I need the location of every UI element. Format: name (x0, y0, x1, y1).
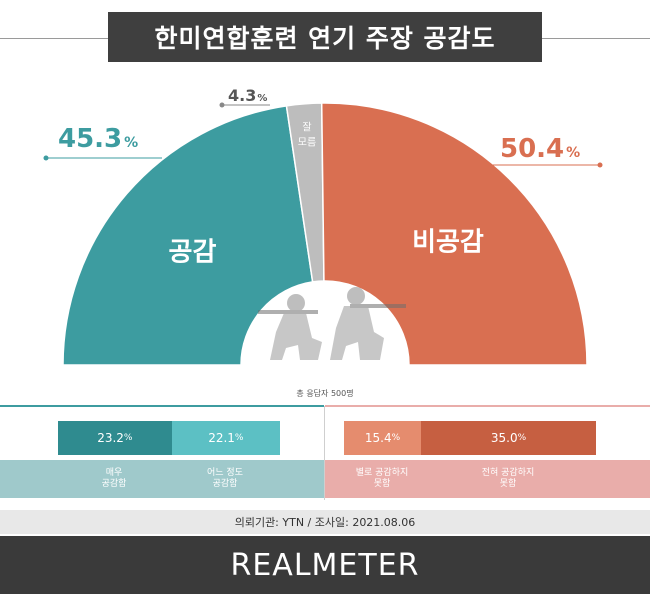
segment-label-unsure: 잘 (302, 122, 311, 134)
value-label-agree-unit: % (124, 135, 138, 151)
soldiers-illustration (258, 287, 406, 360)
segment-label-unsure: 모름 (298, 137, 316, 149)
brand-logo-text: REALMETER (230, 547, 420, 583)
chart-title: 한미연합훈련 연기 주장 공감도 (108, 12, 542, 62)
value-label-agree: 45.3% (58, 124, 138, 154)
agree-breakdown-bar: 23.2% 22.1% (58, 421, 280, 455)
value-label-disagree: 50.4% (500, 134, 580, 164)
vertical-divider (324, 406, 325, 500)
value-label-disagree-dot (597, 162, 603, 168)
soldier-right-body (330, 306, 384, 360)
band-label-agree-some: 어느 정도 공감함 (207, 468, 243, 489)
disagree-label-band: 별로 공감하지 못함 전혀 공감하지 못함 (325, 460, 650, 498)
gauge-segment-agree (62, 104, 314, 366)
soldier-right-rifle (350, 304, 406, 308)
gauge-segment-disagree (320, 102, 588, 366)
disagree-bar-segment-2: 35.0% (421, 421, 596, 455)
agree-bar-value-1: 23.2 (97, 431, 124, 445)
value-label-disagree-unit: % (566, 145, 580, 161)
band-spacer (0, 460, 58, 498)
agree-label-band: 매우 공감함 어느 정도 공감함 (0, 460, 324, 498)
band-label-agree-strong: 매우 공감함 (101, 468, 127, 489)
disagree-breakdown-bar: 15.4% 35.0% (344, 421, 596, 455)
disagree-separator (325, 405, 650, 407)
agree-separator (0, 405, 324, 407)
disagree-bar-value-1: 15.4 (364, 431, 392, 445)
disagree-bar-unit-2: % (517, 433, 527, 443)
agree-bar-unit-1: % (123, 433, 133, 443)
band-label-disagree-strong: 전혀 공감하지 못함 (481, 468, 535, 489)
value-label-unsure: 4.3% (228, 86, 267, 105)
source-footer: 의뢰기관: YTN / 조사일: 2021.08.06 (0, 510, 650, 534)
agree-bar-unit-2: % (234, 433, 244, 443)
chart-title-text: 한미연합훈련 연기 주장 공감도 (154, 24, 496, 53)
disagree-bar-segment-1: 15.4% (344, 421, 421, 455)
gauge-chart: 공감 비공감 잘모름 45.3% 50.4 % 4.3% (43, 86, 603, 366)
value-label-unsure-unit: % (257, 93, 267, 104)
agree-bar-segment-2: 22.1% (171, 421, 280, 455)
soldier-left-head (287, 294, 305, 312)
disagree-bar-unit-1: % (391, 433, 401, 443)
brand-footer: REALMETER (0, 536, 650, 594)
value-label-agree-dot (43, 155, 49, 161)
soldier-left-body (270, 313, 322, 360)
soldier-right-head (347, 287, 365, 305)
soldier-left-rifle (258, 310, 318, 314)
source-text: 의뢰기관: YTN / 조사일: 2021.08.06 (234, 516, 416, 529)
agree-bar-segment-1: 23.2% (58, 421, 172, 455)
agree-bar-value-2: 22.1 (208, 431, 235, 445)
disagree-bar-value-2: 35.0 (490, 431, 518, 445)
band-label-disagree-some: 별로 공감하지 못함 (355, 468, 409, 489)
band-spacer (325, 460, 344, 498)
segment-label-disagree: 비공감 (412, 227, 484, 257)
respondents-note: 총 응답자 500명 (296, 389, 354, 398)
segment-label-agree: 공감 (169, 238, 217, 268)
